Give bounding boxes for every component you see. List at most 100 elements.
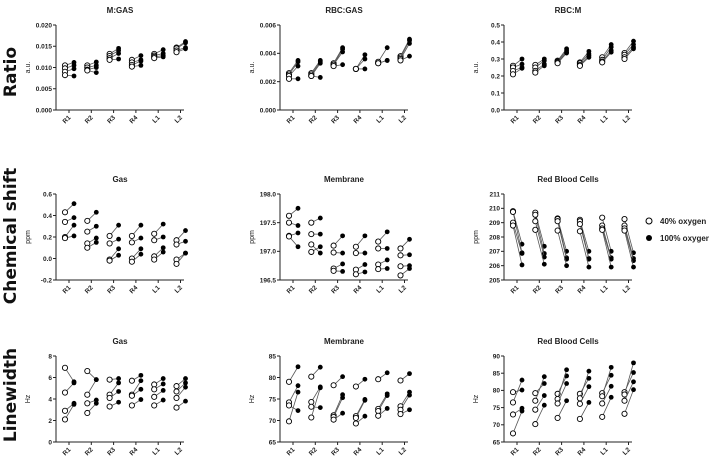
pair-line bbox=[512, 211, 523, 253]
y-tick-label: 0.2 bbox=[491, 73, 500, 80]
point-40-oxygen bbox=[285, 418, 293, 425]
point-40-oxygen bbox=[532, 69, 539, 76]
x-tick-label: R2 bbox=[532, 284, 543, 295]
point-100-oxygen bbox=[384, 45, 390, 51]
y-tick-label: 0.1 bbox=[491, 90, 500, 97]
pair-line bbox=[355, 400, 366, 419]
point-40-oxygen bbox=[621, 55, 628, 63]
point-100-oxygen bbox=[138, 251, 144, 257]
x-tick-label: R2 bbox=[532, 446, 543, 457]
x-tick-label: L2 bbox=[622, 284, 633, 295]
point-100-oxygen bbox=[586, 54, 592, 60]
pair-line bbox=[534, 405, 545, 425]
x-tick-label: R1 bbox=[510, 114, 521, 125]
point-40-oxygen bbox=[509, 399, 517, 406]
point-40-oxygen bbox=[285, 378, 293, 385]
point-100-oxygen bbox=[138, 246, 144, 252]
point-100-oxygen bbox=[564, 398, 569, 404]
pair-line bbox=[624, 381, 634, 401]
pair-line bbox=[624, 389, 634, 414]
pair-line bbox=[333, 397, 343, 418]
x-tick-label: R2 bbox=[308, 284, 319, 295]
point-40-oxygen bbox=[554, 414, 561, 421]
point-40-oxygen bbox=[61, 209, 69, 216]
panel-title: Red Blood Cells bbox=[537, 337, 599, 346]
point-40-oxygen bbox=[173, 404, 180, 411]
panel-red-blood-cells: Red Blood Cells ppm 205 206 207 208 209 210 211 R… bbox=[473, 175, 636, 295]
point-100-oxygen bbox=[183, 228, 188, 233]
point-100-oxygen bbox=[362, 397, 368, 403]
pair-line bbox=[534, 221, 545, 258]
point-40-oxygen bbox=[621, 227, 628, 234]
point-100-oxygen bbox=[71, 73, 77, 79]
x-tick-label: R3 bbox=[106, 446, 117, 457]
point-100-oxygen bbox=[362, 262, 368, 267]
point-100-oxygen bbox=[340, 395, 345, 401]
point-100-oxygen bbox=[183, 398, 188, 404]
y-tick-label: 0.0 bbox=[491, 107, 500, 114]
y-axis-label: Hz bbox=[249, 394, 256, 403]
point-40-oxygen bbox=[128, 258, 135, 265]
point-40-oxygen bbox=[151, 230, 158, 237]
point-100-oxygen bbox=[295, 205, 301, 211]
point-40-oxygen bbox=[61, 235, 69, 242]
point-100-oxygen bbox=[160, 376, 166, 381]
x-tick-label: L1 bbox=[375, 114, 386, 125]
point-40-oxygen bbox=[621, 216, 628, 223]
point-100-oxygen bbox=[71, 222, 77, 228]
pair-line bbox=[557, 369, 567, 400]
point-100-oxygen bbox=[295, 230, 301, 236]
x-tick-label: R1 bbox=[510, 446, 521, 457]
point-100-oxygen bbox=[71, 62, 77, 68]
y-tick-label: 0.002 bbox=[260, 79, 277, 86]
point-100-oxygen bbox=[93, 235, 99, 241]
x-tick-label: L2 bbox=[174, 114, 185, 125]
panel-rbc-gas: RBC:GAS a.u. 0.000 0.002 0.004 0.006 R1 R2 R3 R4 L… bbox=[249, 6, 412, 125]
point-100-oxygen bbox=[317, 231, 323, 237]
point-40-oxygen bbox=[576, 221, 583, 228]
y-tick-label: 85 bbox=[493, 371, 501, 378]
legend-label-40: 40% oxygen bbox=[660, 217, 706, 226]
y-tick-label: 80 bbox=[493, 388, 501, 395]
x-tick-label: R1 bbox=[286, 446, 297, 457]
point-40-oxygen bbox=[509, 389, 517, 396]
point-100-oxygen bbox=[407, 371, 412, 377]
point-40-oxygen bbox=[599, 400, 606, 407]
point-100-oxygen bbox=[160, 234, 166, 240]
panel-title: RBC:M bbox=[555, 6, 582, 15]
point-100-oxygen bbox=[586, 375, 592, 381]
legend: 40% oxygen 100% oxygen bbox=[645, 217, 709, 243]
y-tick-label: 90 bbox=[493, 353, 501, 360]
point-100-oxygen bbox=[295, 223, 301, 228]
point-100-oxygen bbox=[183, 380, 188, 386]
x-tick-label: L2 bbox=[398, 446, 409, 457]
point-40-oxygen bbox=[106, 56, 113, 63]
point-40-oxygen bbox=[576, 228, 583, 235]
x-tick-label: R3 bbox=[554, 114, 565, 125]
y-tick-label: 0.004 bbox=[260, 51, 277, 58]
point-40-oxygen bbox=[61, 364, 69, 371]
panel-gas: Gas ppm -0.2 0.0 0.2 0.4 0.6 R1 R2 R3 R4 L1 L2 bbox=[25, 175, 188, 295]
point-40-oxygen bbox=[128, 63, 135, 70]
y-tick-label: 65 bbox=[269, 439, 277, 446]
point-40-oxygen bbox=[375, 245, 382, 252]
point-40-oxygen bbox=[375, 266, 382, 273]
point-100-oxygen bbox=[317, 385, 323, 391]
panel-red-blood-cells: Red Blood Cells Hz 65 70 75 80 85 90 R1 R2 R3 R4 L1 L… bbox=[473, 337, 636, 457]
point-100-oxygen bbox=[295, 364, 301, 370]
point-40-oxygen bbox=[532, 226, 539, 233]
point-100-oxygen bbox=[116, 236, 121, 242]
x-tick-label: L1 bbox=[599, 284, 610, 295]
point-100-oxygen bbox=[519, 377, 525, 383]
x-tick-label: L2 bbox=[622, 446, 633, 457]
point-40-oxygen bbox=[375, 376, 382, 383]
point-40-oxygen bbox=[106, 376, 113, 383]
y-tick-label: 198.0 bbox=[260, 191, 277, 198]
x-tick-label: R1 bbox=[62, 284, 73, 295]
point-100-oxygen bbox=[519, 61, 525, 67]
point-100-oxygen bbox=[631, 379, 636, 385]
point-100-oxygen bbox=[116, 51, 121, 56]
x-tick-label: R1 bbox=[286, 284, 297, 295]
point-100-oxygen bbox=[116, 399, 121, 405]
point-100-oxygen bbox=[138, 397, 144, 402]
